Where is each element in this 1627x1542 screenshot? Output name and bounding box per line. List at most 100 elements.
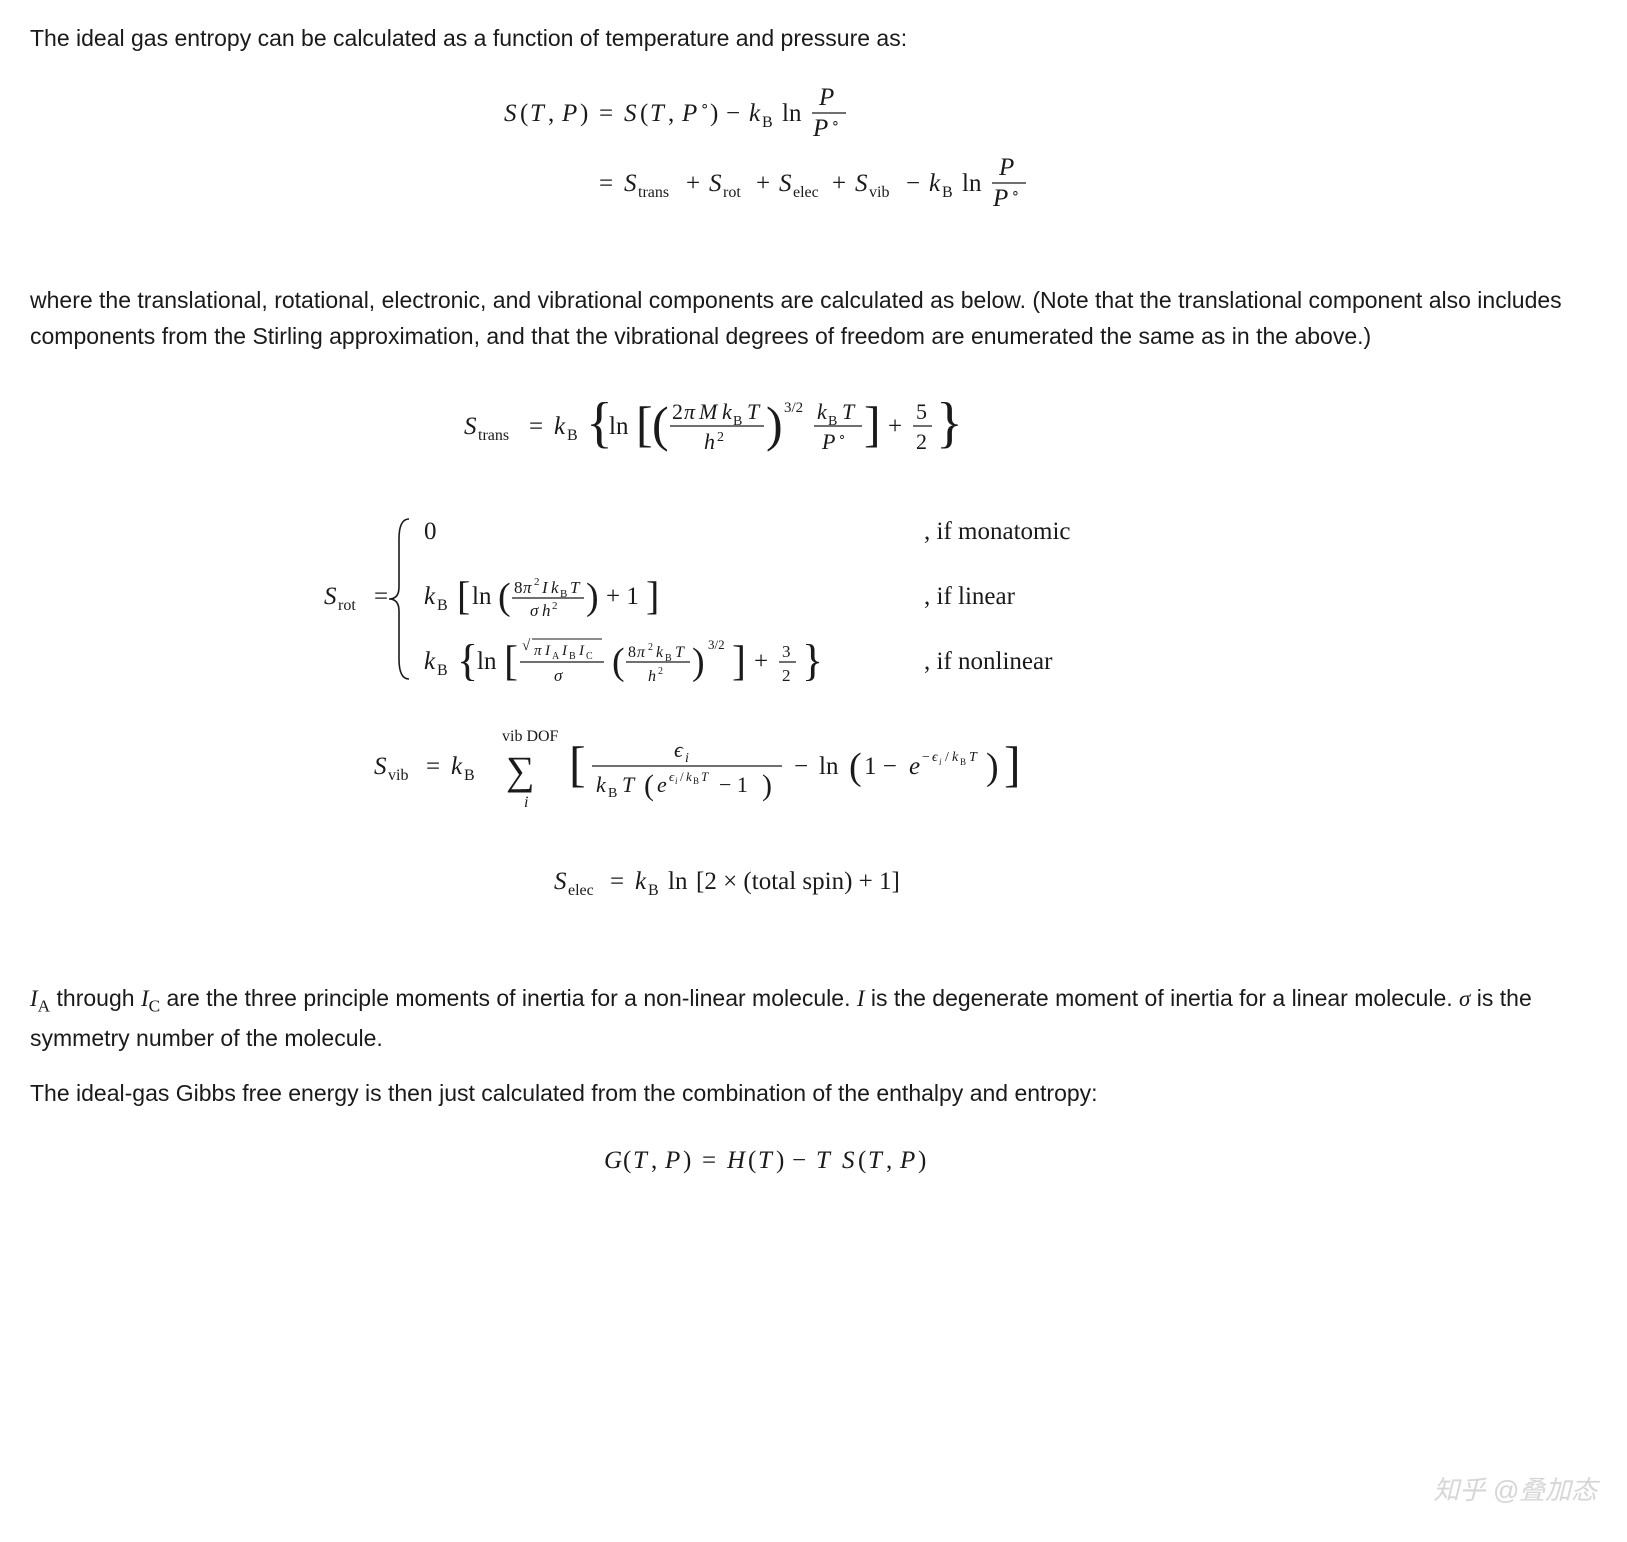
svg-text:+: + bbox=[888, 413, 902, 440]
svg-text:2: 2 bbox=[534, 576, 540, 588]
svg-text:T: T bbox=[816, 1147, 832, 1174]
svg-text:,: , bbox=[548, 100, 554, 127]
svg-text:S: S bbox=[624, 170, 637, 197]
svg-text:T: T bbox=[570, 578, 581, 597]
svg-text:[: [ bbox=[457, 573, 470, 618]
svg-text:k: k bbox=[686, 769, 692, 784]
svg-text:vib DOF: vib DOF bbox=[502, 728, 559, 745]
svg-text:+: + bbox=[832, 170, 846, 197]
svg-text:C: C bbox=[586, 651, 593, 662]
svg-text:k: k bbox=[722, 399, 733, 424]
svg-text:S: S bbox=[779, 170, 792, 197]
svg-text:B: B bbox=[569, 651, 576, 662]
svg-text:S: S bbox=[324, 583, 337, 610]
svg-text:B: B bbox=[828, 414, 837, 429]
svg-text:B: B bbox=[960, 757, 966, 767]
svg-text:T: T bbox=[701, 769, 709, 784]
svg-text:T: T bbox=[969, 750, 978, 765]
svg-text:e: e bbox=[657, 772, 667, 797]
svg-text:S: S bbox=[855, 170, 868, 197]
equation-entropy-tp: S ( T , P ) = S ( T , P ∘ ) − k B ln P P… bbox=[30, 81, 1597, 252]
svg-text:π: π bbox=[637, 644, 646, 661]
symbol-I: I bbox=[857, 986, 865, 1011]
svg-text:∘: ∘ bbox=[831, 116, 840, 131]
watermark: 知乎 @叠加态 bbox=[1433, 1470, 1597, 1512]
text-through: through bbox=[50, 985, 141, 1011]
svg-text:, if nonlinear: , if nonlinear bbox=[924, 648, 1053, 675]
intro-paragraph: The ideal gas entropy can be calculated … bbox=[30, 20, 1597, 57]
svg-text:k: k bbox=[596, 772, 607, 797]
svg-text:B: B bbox=[733, 414, 742, 429]
svg-text:=: = bbox=[374, 583, 388, 610]
svg-text:−: − bbox=[726, 100, 740, 127]
svg-text:S: S bbox=[842, 1147, 855, 1174]
svg-text:S: S bbox=[464, 413, 477, 440]
svg-text:√: √ bbox=[522, 638, 531, 654]
svg-text:=: = bbox=[610, 868, 624, 895]
svg-text:I: I bbox=[561, 643, 568, 659]
svg-text:(: ( bbox=[748, 1147, 756, 1174]
svg-text:P: P bbox=[812, 115, 828, 142]
svg-text:+: + bbox=[756, 170, 770, 197]
svg-text:): ) bbox=[586, 576, 599, 618]
svg-text:−: − bbox=[906, 170, 920, 197]
svg-text:σ: σ bbox=[530, 601, 539, 620]
svg-text:2: 2 bbox=[782, 666, 791, 685]
svg-text:): ) bbox=[918, 1147, 926, 1174]
svg-text:+ 1: + 1 bbox=[606, 583, 639, 610]
svg-text:): ) bbox=[776, 1147, 784, 1174]
svg-text:A: A bbox=[552, 651, 560, 662]
svg-text:∘: ∘ bbox=[1011, 186, 1020, 201]
svg-text:=: = bbox=[426, 753, 440, 780]
svg-text:(: ( bbox=[652, 396, 669, 452]
svg-text:(: ( bbox=[498, 576, 511, 618]
svg-text:]: ] bbox=[732, 639, 746, 685]
svg-text:k: k bbox=[424, 583, 436, 610]
svg-text:(: ( bbox=[640, 100, 648, 127]
svg-text:]: ] bbox=[1004, 736, 1021, 792]
svg-text:(: ( bbox=[520, 100, 528, 127]
svg-text:ϵ: ϵ bbox=[674, 737, 684, 762]
svg-text:i: i bbox=[524, 794, 528, 811]
svg-text:(: ( bbox=[612, 641, 625, 683]
svg-text:ln: ln bbox=[609, 413, 629, 440]
svg-text:B: B bbox=[464, 767, 475, 784]
svg-text:h: h bbox=[648, 668, 656, 685]
svg-text:): ) bbox=[580, 100, 588, 127]
svg-text:∑: ∑ bbox=[506, 748, 535, 793]
svg-text:k: k bbox=[635, 868, 647, 895]
svg-text:k: k bbox=[554, 413, 566, 440]
svg-text:1 −: 1 − bbox=[864, 753, 897, 780]
svg-text:ϵ: ϵ bbox=[932, 750, 939, 765]
svg-text:h: h bbox=[704, 429, 715, 454]
svg-text:B: B bbox=[942, 184, 953, 201]
svg-text:S: S bbox=[624, 100, 637, 127]
svg-text:−: − bbox=[922, 750, 930, 765]
svg-text:∘: ∘ bbox=[838, 429, 846, 444]
svg-text:P: P bbox=[681, 100, 697, 127]
svg-text:3: 3 bbox=[782, 642, 791, 661]
svg-text:5: 5 bbox=[916, 399, 927, 424]
svg-text:,: , bbox=[886, 1147, 892, 1174]
svg-text:T: T bbox=[530, 100, 546, 127]
svg-text:T: T bbox=[747, 399, 761, 424]
svg-text:P: P bbox=[899, 1147, 915, 1174]
svg-text:trans: trans bbox=[638, 184, 669, 201]
svg-text:ln: ln bbox=[477, 648, 497, 675]
svg-text:T: T bbox=[622, 772, 636, 797]
svg-text:(: ( bbox=[858, 1147, 866, 1174]
svg-text:vib: vib bbox=[869, 184, 889, 201]
svg-text:]: ] bbox=[864, 396, 881, 452]
components-paragraph: where the translational, rotational, ele… bbox=[30, 282, 1597, 356]
svg-text:3/2: 3/2 bbox=[784, 400, 803, 416]
svg-text:P: P bbox=[821, 429, 835, 454]
svg-text:, if monatomic: , if monatomic bbox=[924, 518, 1071, 545]
svg-text:3/2: 3/2 bbox=[708, 637, 725, 652]
svg-text:elec: elec bbox=[793, 184, 819, 201]
svg-text:[: [ bbox=[504, 639, 518, 685]
svg-text:H: H bbox=[726, 1147, 747, 1174]
svg-text:rot: rot bbox=[338, 597, 356, 614]
svg-text:k: k bbox=[551, 578, 559, 597]
svg-text:8: 8 bbox=[628, 644, 636, 661]
svg-text:2: 2 bbox=[717, 430, 724, 445]
